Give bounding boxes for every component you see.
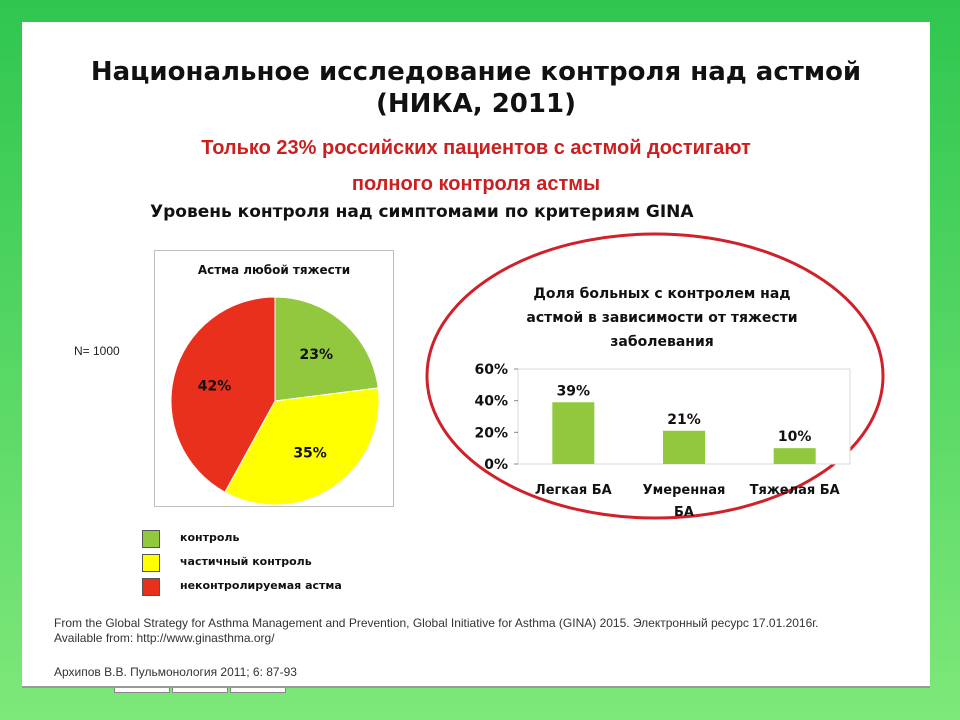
bar-value-label-0: 39% bbox=[557, 383, 591, 399]
subtitle-line-1: Только 23% российских пациентов с астмой… bbox=[201, 137, 751, 159]
x-category-label-1: Умеренная bbox=[643, 483, 726, 498]
page-title: Национальное исследование контроля над а… bbox=[22, 56, 930, 120]
bar-chart-title-line: астмой в зависимости от тяжести bbox=[526, 310, 797, 326]
bar-chart: Доля больных с контролем над астмой в зав… bbox=[425, 232, 885, 520]
title-line-1: Национальное исследование контроля над а… bbox=[90, 57, 862, 87]
y-tick-label: 40% bbox=[474, 394, 508, 410]
bar-1 bbox=[663, 430, 705, 464]
pie-slice-label-0: 23% bbox=[300, 347, 334, 363]
y-tick-label: 60% bbox=[474, 362, 508, 378]
x-category-label-1: БА bbox=[674, 505, 694, 520]
pie-chart: 23% 35% 42% bbox=[170, 296, 380, 506]
gina-heading: Уровень контроля над симптомами по крите… bbox=[150, 202, 694, 222]
source-line-2: Available from: http://www.ginasthma.org… bbox=[54, 631, 275, 645]
footer-tab bbox=[114, 688, 170, 693]
y-tick-label: 0% bbox=[484, 457, 508, 473]
slide: Национальное исследование контроля над а… bbox=[22, 22, 930, 693]
legend-label-control: контроль bbox=[180, 531, 240, 544]
bar-value-label-2: 10% bbox=[778, 429, 812, 445]
pie-chart-box: Астма любой тяжести 23% 35% 42% bbox=[154, 250, 394, 507]
legend-label-uncontrolled: неконтролируемая астма bbox=[180, 579, 342, 592]
x-category-label-2: Тяжелая БА bbox=[750, 483, 840, 498]
pie-chart-title: Астма любой тяжести bbox=[197, 263, 351, 277]
bar-0 bbox=[552, 402, 595, 464]
x-category-label-0: Легкая БА bbox=[535, 483, 612, 498]
citation: Архипов В.В. Пульмонология 2011; 6: 87-9… bbox=[54, 665, 297, 679]
footer-tab bbox=[172, 688, 228, 693]
title-line-2: (НИКА, 2011) bbox=[376, 89, 576, 119]
sample-size-label: N= 1000 bbox=[74, 344, 120, 358]
legend-swatch-control bbox=[142, 530, 160, 548]
bar-chart-title-line: заболевания bbox=[610, 334, 714, 350]
pie-slice-0 bbox=[274, 296, 379, 402]
legend-swatch-uncontrolled bbox=[142, 578, 160, 596]
source-line-1: From the Global Strategy for Asthma Mana… bbox=[54, 616, 819, 630]
bar-2 bbox=[773, 448, 816, 464]
subtitle-line-2: полного контроля астмы bbox=[351, 173, 601, 195]
legend-swatch-partial bbox=[142, 554, 160, 572]
bar-chart-title-line: Доля больных с контролем над bbox=[533, 286, 790, 302]
subtitle: Только 23% российских пациентов с астмой… bbox=[22, 130, 930, 202]
legend-label-partial: частичный контроль bbox=[180, 555, 312, 568]
footer-tab bbox=[230, 688, 286, 693]
pie-slice-2 bbox=[170, 296, 276, 493]
source-note: From the Global Strategy for Asthma Mana… bbox=[54, 616, 914, 646]
highlight-ellipse bbox=[425, 232, 885, 520]
bar-value-label-1: 21% bbox=[667, 412, 701, 428]
pie-slice-1 bbox=[224, 387, 380, 506]
pie-slice-label-2: 42% bbox=[198, 378, 232, 394]
bottom-divider bbox=[22, 686, 930, 688]
y-tick-label: 20% bbox=[474, 425, 508, 441]
pie-slice-label-1: 35% bbox=[293, 446, 327, 462]
